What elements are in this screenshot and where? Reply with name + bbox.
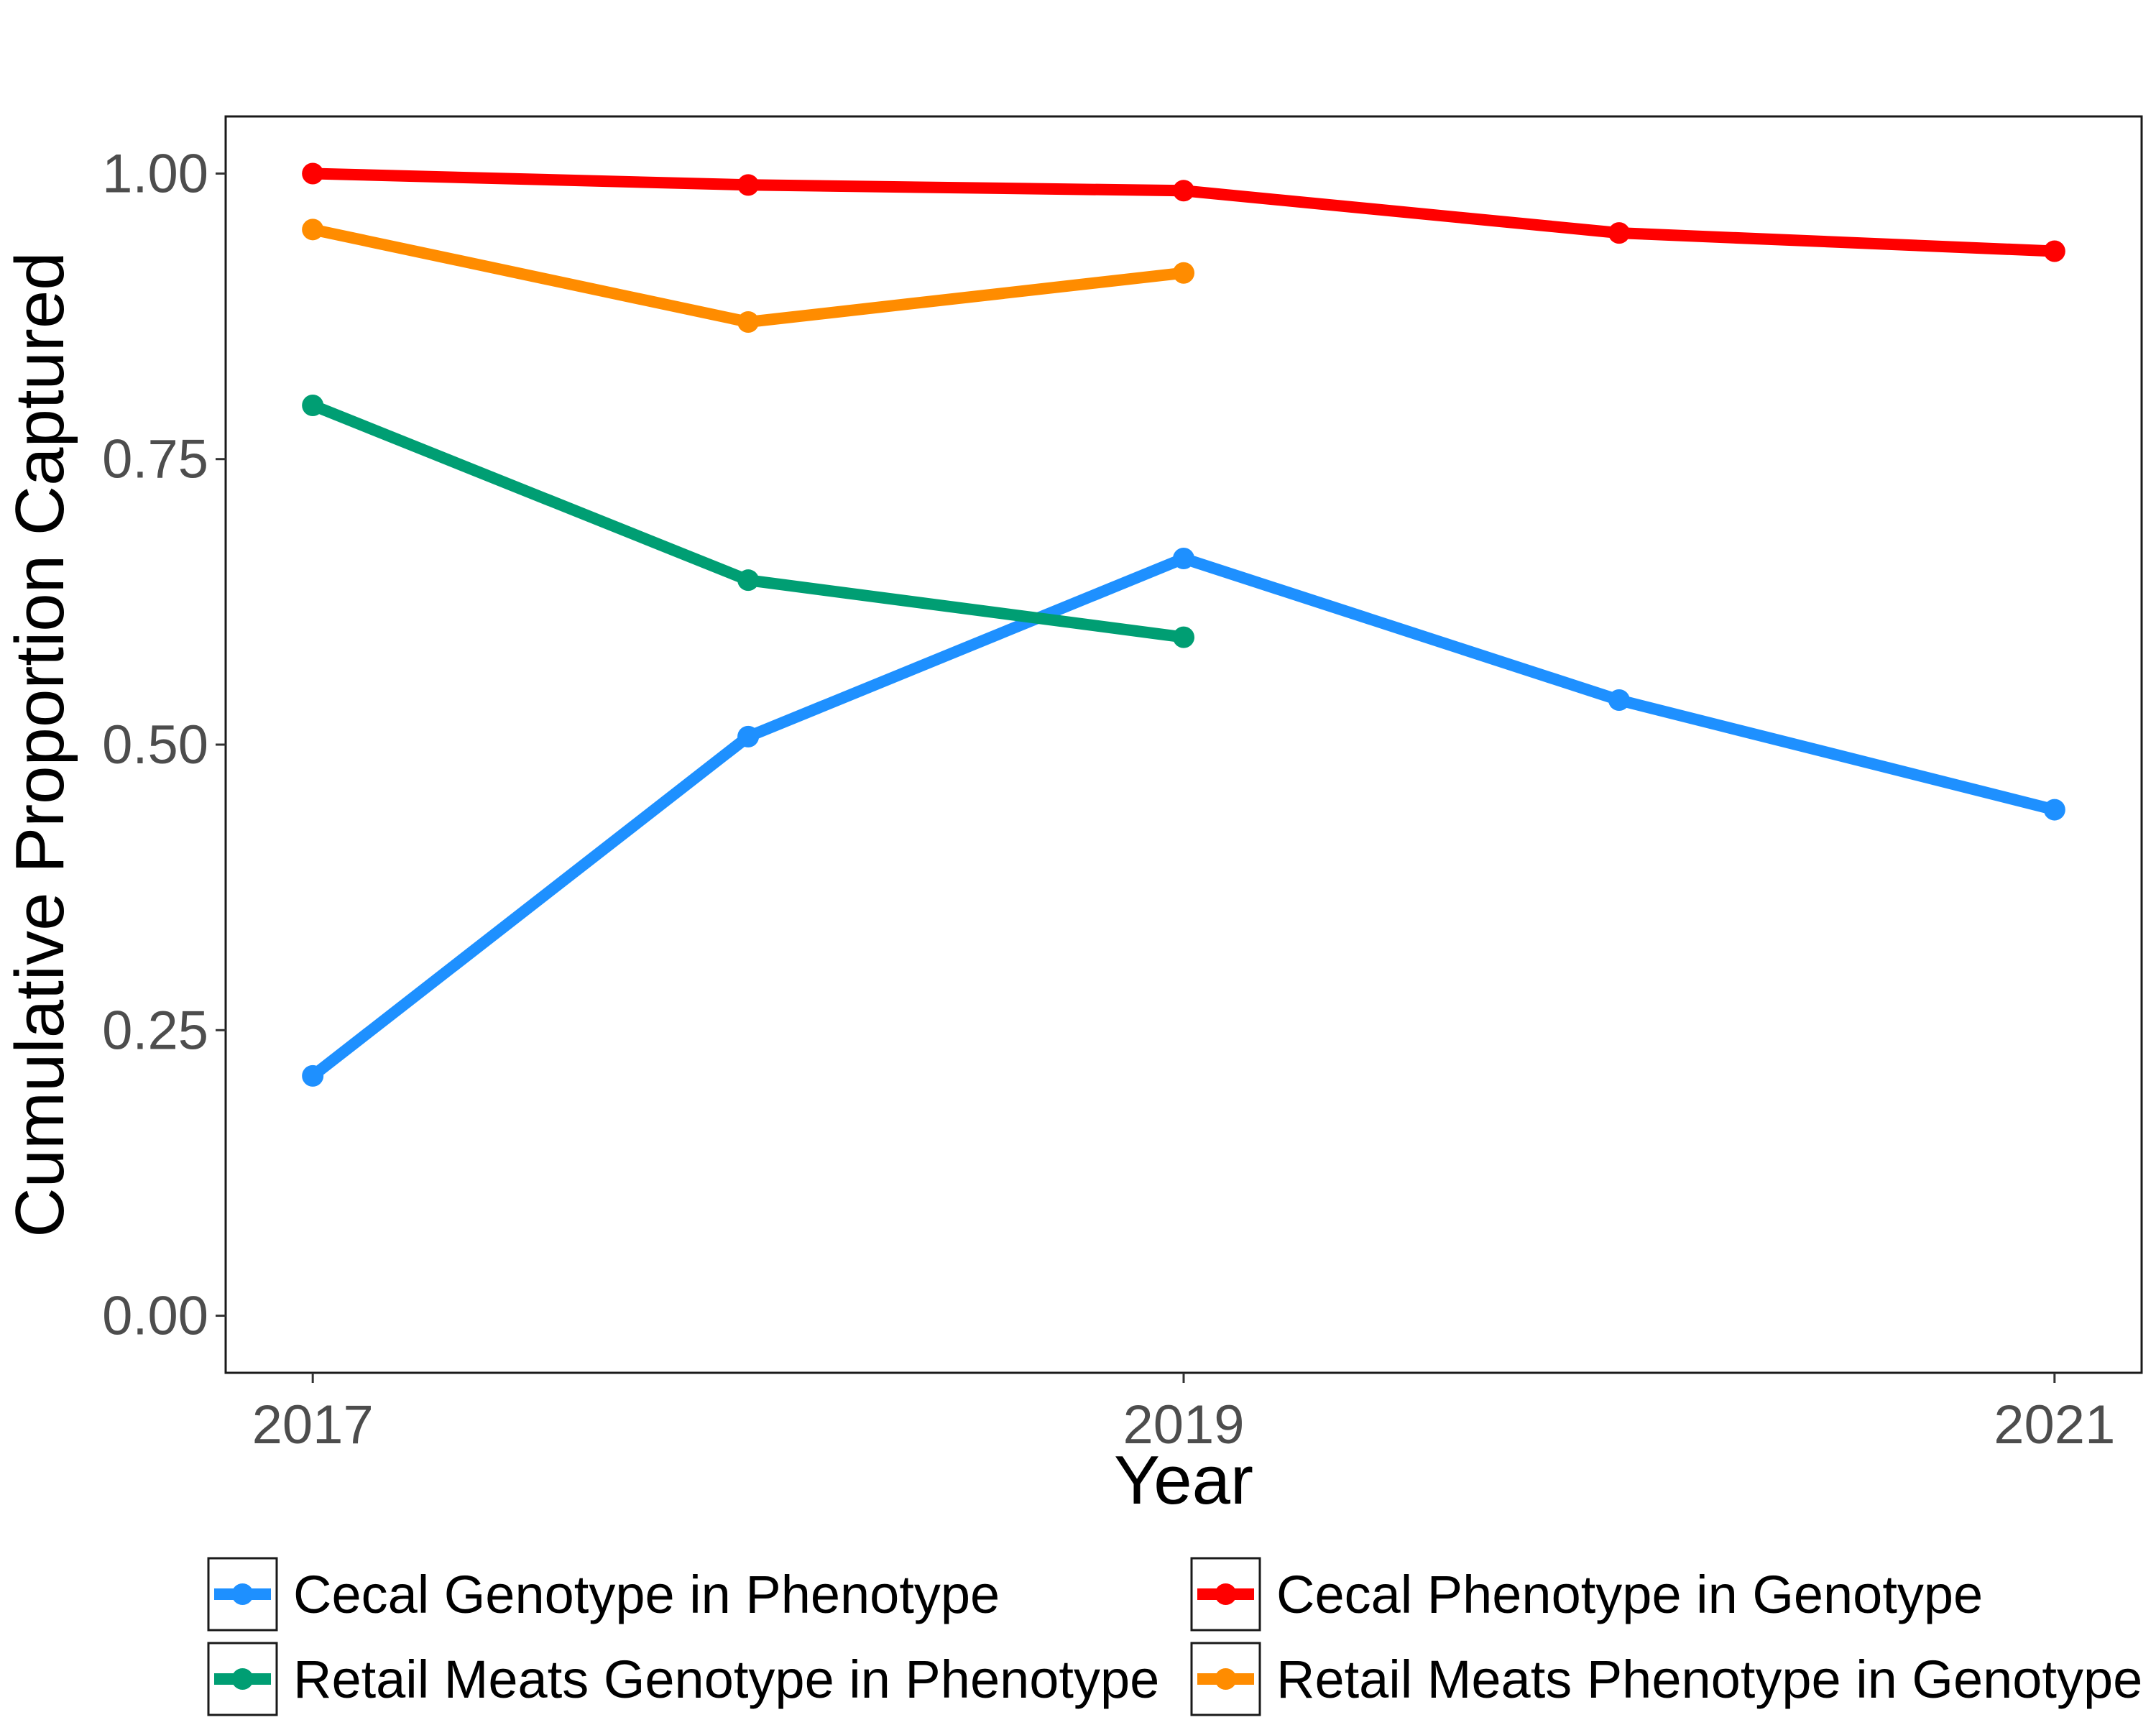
- legend-item: Retail Meats Genotype in Phenotype: [207, 1642, 1159, 1716]
- plot-panel: [224, 115, 2143, 1374]
- x-tick-label: 2021: [1994, 1394, 2115, 1455]
- data-point: [1608, 689, 1630, 712]
- legend-label: Retail Meats Genotype in Phenotype: [293, 1650, 1159, 1709]
- data-point: [302, 1064, 324, 1087]
- legend-item: Retail Meats Phenotype in Genotype: [1190, 1642, 2142, 1716]
- data-point: [1173, 180, 1194, 202]
- data-point: [2043, 799, 2065, 821]
- y-tick-label: 0.25: [102, 1000, 208, 1061]
- x-tick-label: 2019: [1123, 1394, 1244, 1455]
- series-points: [302, 162, 2065, 1087]
- legend: Cecal Genotype in Phenotype Cecal Phenoty…: [207, 1557, 2142, 1716]
- data-point: [1173, 262, 1194, 284]
- legend-item: Cecal Genotype in Phenotype: [207, 1557, 1000, 1632]
- y-tick-label: 0.75: [102, 429, 208, 490]
- legend-item: Cecal Phenotype in Genotype: [1190, 1557, 1983, 1632]
- legend-key-point: [231, 1668, 254, 1690]
- x-axis-title: Year: [1114, 1442, 1253, 1519]
- data-point: [1173, 626, 1194, 648]
- y-axis-title: Cumulative Proportion Captured: [1, 252, 78, 1237]
- data-point: [737, 725, 760, 748]
- data-point: [737, 569, 760, 592]
- data-point: [1608, 222, 1630, 244]
- y-tick-label: 0.00: [102, 1286, 208, 1347]
- legend-key-point: [1215, 1668, 1237, 1690]
- data-point: [1173, 547, 1194, 569]
- legend-key-point: [231, 1583, 254, 1605]
- data-point: [302, 218, 324, 241]
- data-point: [302, 162, 324, 185]
- data-point: [737, 311, 760, 334]
- y-tick-label: 0.50: [102, 714, 208, 776]
- legend-key-point: [1215, 1583, 1237, 1605]
- x-tick-label: 2017: [252, 1394, 374, 1455]
- data-point: [737, 174, 760, 196]
- axis-ticks: [216, 172, 2056, 1383]
- data-point: [2043, 240, 2065, 262]
- data-point: [302, 395, 324, 417]
- legend-label: Retail Meats Phenotype in Genotype: [1276, 1650, 2142, 1709]
- y-tick-label: 1.00: [102, 143, 208, 204]
- legend-label: Cecal Phenotype in Genotype: [1276, 1565, 1983, 1624]
- tick-labels: 0.00 0.25 0.50 0.75 1.00 2017 2019 2021: [102, 143, 2115, 1455]
- legend-label: Cecal Genotype in Phenotype: [293, 1565, 1000, 1624]
